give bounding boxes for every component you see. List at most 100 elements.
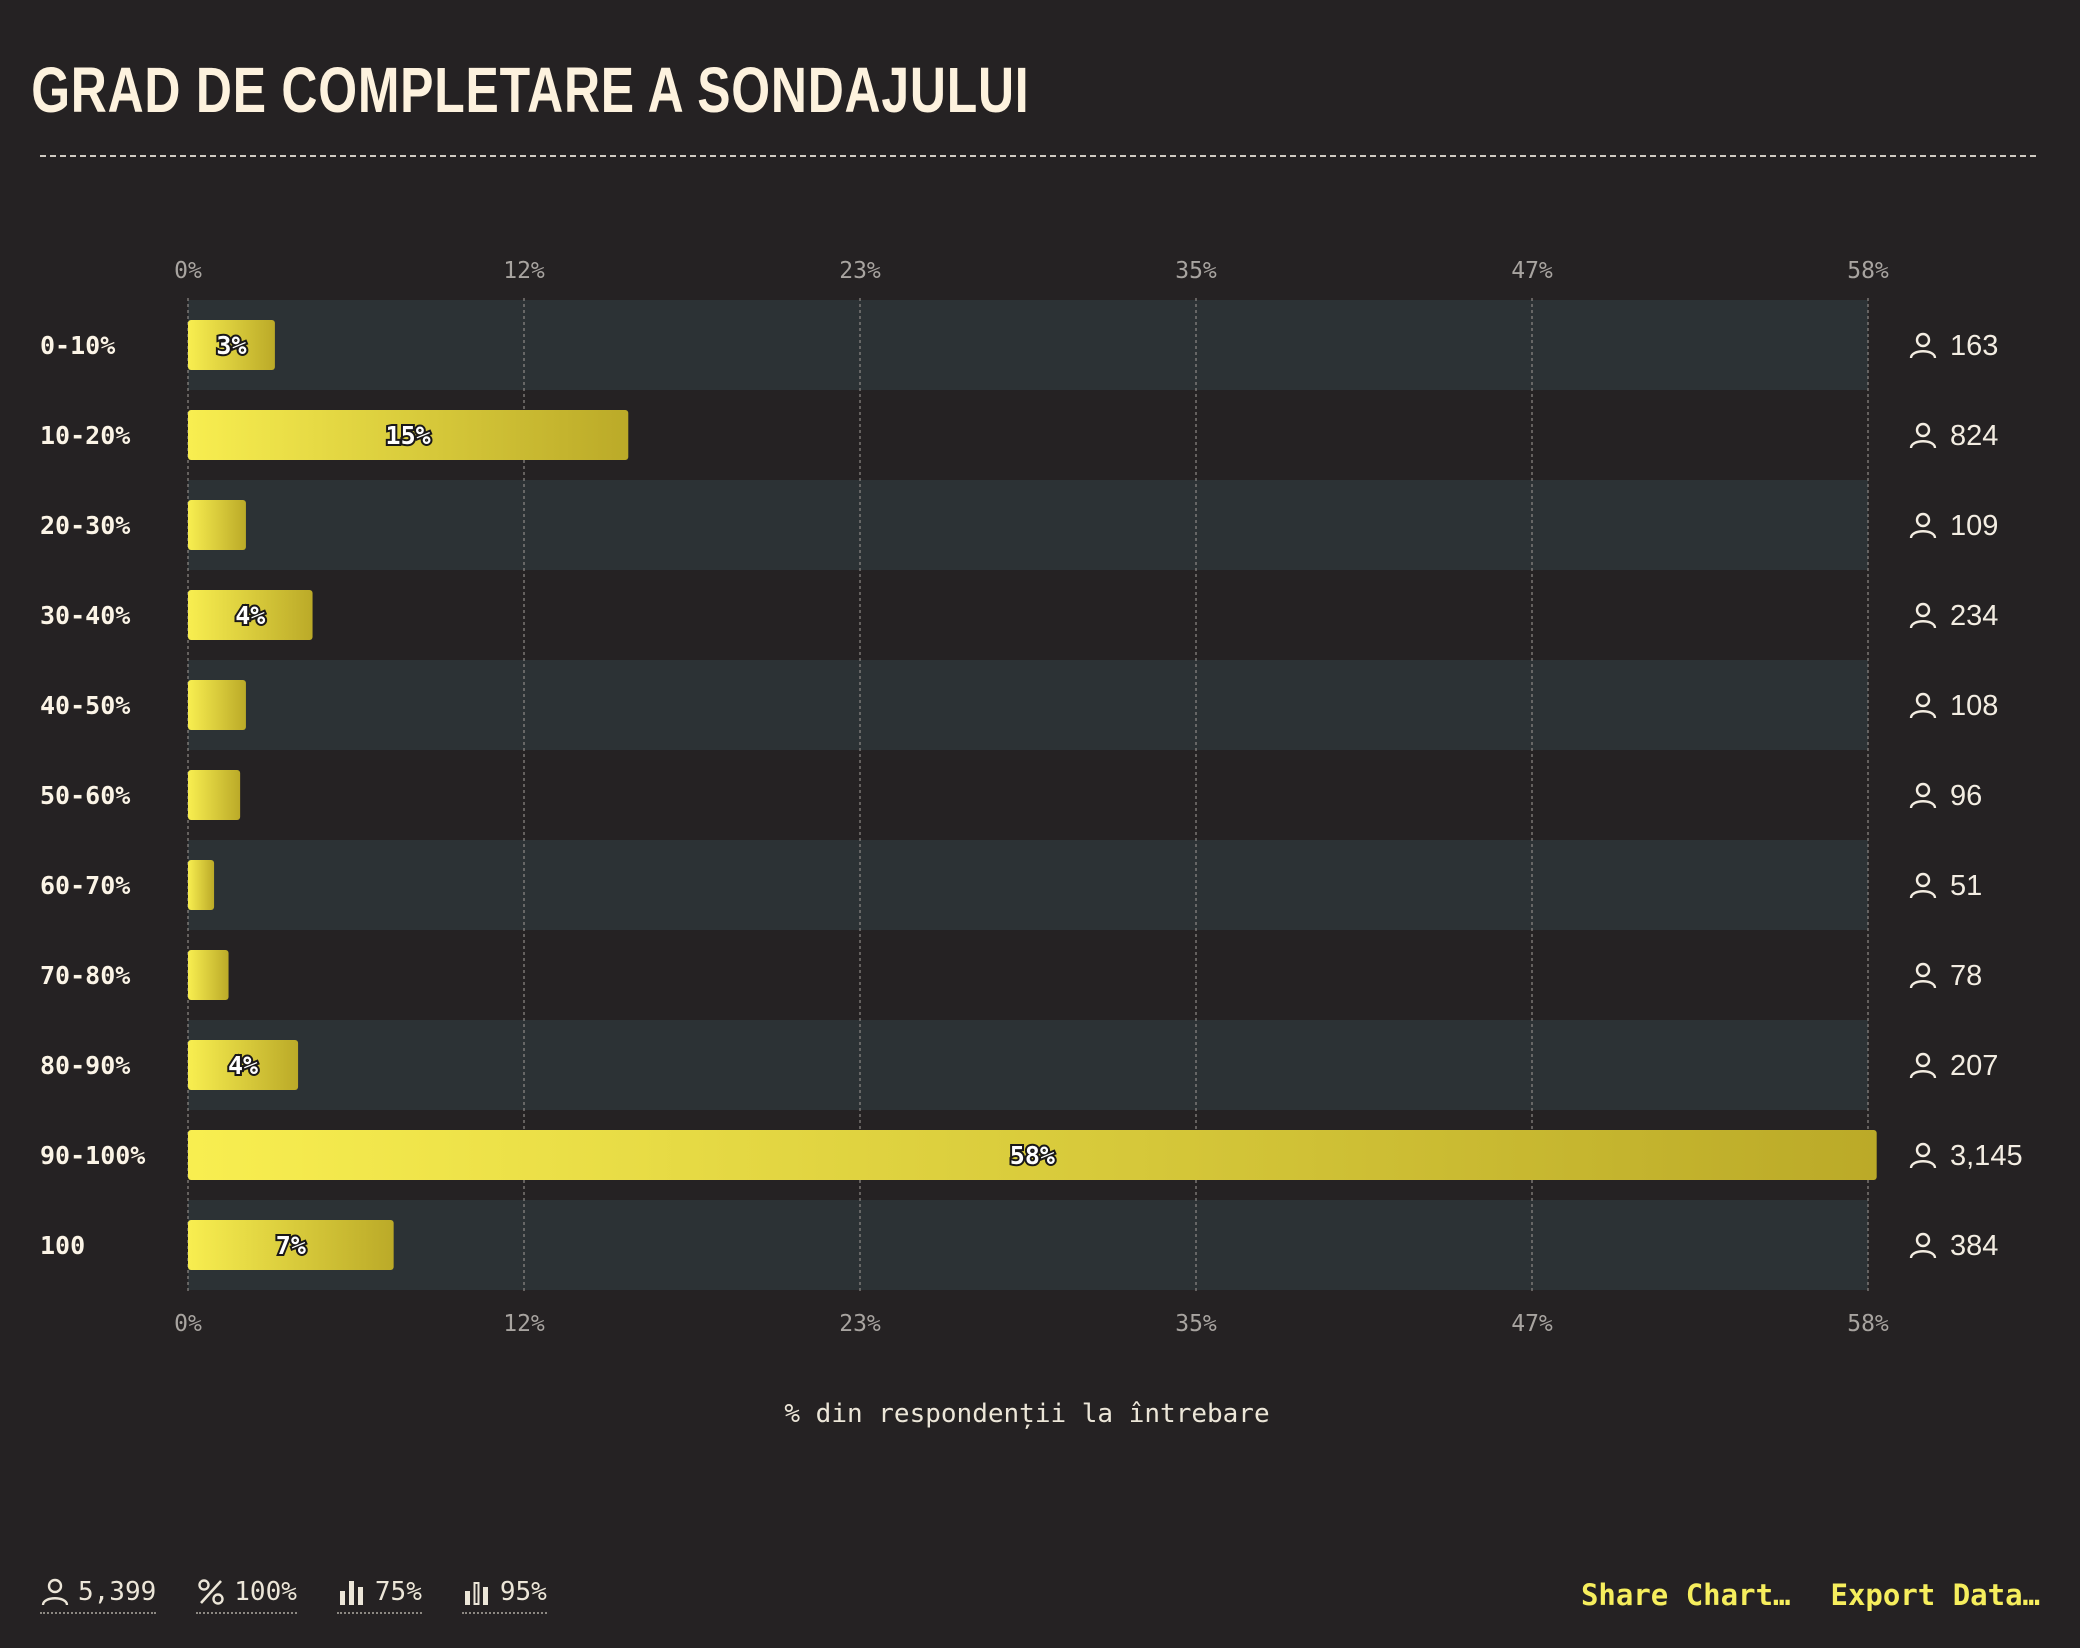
stat-margin[interactable]: 95% xyxy=(461,1577,547,1614)
respondent-count: 384 xyxy=(1950,1230,1998,1262)
share-chart-button[interactable]: Share Chart… xyxy=(1580,1578,1791,1612)
stat-completion[interactable]: 100% xyxy=(196,1577,297,1614)
bar xyxy=(188,950,229,1000)
bar xyxy=(188,320,275,370)
person-icon-head xyxy=(1915,332,1931,348)
category-label: 70-80% xyxy=(40,961,130,990)
data-label: 3% xyxy=(216,331,246,360)
row-band xyxy=(188,660,1868,750)
category-label: 90-100% xyxy=(40,1141,145,1170)
person-icon-body xyxy=(1909,620,1937,629)
data-label: 15% xyxy=(386,421,431,450)
person-icon-head xyxy=(1915,1232,1931,1248)
export-data-button[interactable]: Export Data… xyxy=(1830,1578,2040,1612)
row-band xyxy=(188,1200,1868,1290)
person-icon-body xyxy=(1909,440,1937,449)
person-icon-head xyxy=(1915,1052,1931,1068)
row-band xyxy=(188,1020,1868,1110)
person-icon-body xyxy=(1909,800,1937,809)
category-label: 60-70% xyxy=(40,871,130,900)
person-icon xyxy=(1909,1142,1937,1169)
category-label: 40-50% xyxy=(40,691,130,720)
bar xyxy=(188,680,246,730)
person-icon xyxy=(1909,782,1937,809)
x-tick-label-bottom: 0% xyxy=(174,1311,202,1337)
x-tick-label-bottom: 12% xyxy=(503,1311,545,1337)
x-axis-label: % din respondenții la întrebare xyxy=(784,1399,1269,1429)
stat-respondents-value: 5,399 xyxy=(78,1576,157,1607)
person-icon-body xyxy=(1909,1250,1937,1259)
category-label: 20-30% xyxy=(40,511,130,540)
person-icon xyxy=(1909,512,1937,539)
person-icon-head xyxy=(1915,872,1931,888)
stat-respondents[interactable]: 5,399 xyxy=(40,1576,157,1614)
person-icon xyxy=(1909,962,1937,989)
person-icon-body xyxy=(1909,350,1937,359)
bar xyxy=(188,590,313,640)
respondent-count: 96 xyxy=(1950,780,1982,812)
data-label: 4% xyxy=(235,601,265,630)
percent-icon xyxy=(198,1578,224,1605)
x-tick-label-bottom: 58% xyxy=(1847,1311,1889,1337)
person-icon-head xyxy=(1915,692,1931,708)
data-label: 58% xyxy=(1010,1141,1055,1170)
row-band xyxy=(188,480,1868,570)
stat-completion-value: 100% xyxy=(234,1576,297,1607)
category-label: 100 xyxy=(40,1231,85,1260)
category-label: 80-90% xyxy=(40,1051,130,1080)
bar xyxy=(188,770,241,820)
bar-chart-outline-icon xyxy=(464,1581,488,1605)
person-icon xyxy=(1909,602,1937,629)
person-icon-head xyxy=(1915,602,1931,618)
x-tick-label-bottom: 47% xyxy=(1511,1311,1553,1337)
x-tick-label-top: 47% xyxy=(1511,258,1553,284)
respondent-count: 109 xyxy=(1950,510,1998,542)
footer: 5,399 100% 75% 95% xyxy=(40,1565,2040,1625)
person-icon-head xyxy=(1915,422,1931,438)
footer-stats: 5,399 100% 75% 95% xyxy=(40,1577,547,1614)
bar-chart-icon xyxy=(339,1580,363,1605)
bar xyxy=(188,860,215,910)
stat-confidence[interactable]: 75% xyxy=(336,1576,422,1614)
chart: GRAD DE COMPLETARE A SONDAJULUI 0% 0% 12% 1… xyxy=(31,55,2040,1429)
x-tick-label-top: 0% xyxy=(174,258,202,284)
person-icon xyxy=(1909,1052,1937,1079)
person-icon-body xyxy=(1909,1160,1937,1169)
stat-confidence-value: 75% xyxy=(374,1576,422,1607)
data-label: 7% xyxy=(276,1231,306,1260)
respondent-count: 51 xyxy=(1950,870,1982,902)
bar xyxy=(188,410,629,460)
data-label: 4% xyxy=(228,1051,258,1080)
x-tick-label-top: 12% xyxy=(503,258,545,284)
person-icon-head xyxy=(1915,1142,1931,1158)
category-label: 0-10% xyxy=(40,331,115,360)
bar xyxy=(188,1130,1877,1180)
category-label: 50-60% xyxy=(40,781,130,810)
bar xyxy=(188,500,246,550)
category-label: 30-40% xyxy=(40,601,130,630)
x-tick-label-top: 58% xyxy=(1847,258,1889,284)
person-icon-head xyxy=(1915,962,1931,978)
person-icon-body xyxy=(1909,890,1937,899)
person-icon-head xyxy=(1915,782,1931,798)
page-title: GRAD DE COMPLETARE A SONDAJULUI xyxy=(31,55,1029,126)
respondent-count: 234 xyxy=(1950,600,1998,632)
person-icon-body xyxy=(1909,1070,1937,1079)
person-icon-body xyxy=(1909,980,1937,989)
person-icon-body xyxy=(1909,710,1937,719)
person-icon xyxy=(1909,1232,1937,1259)
x-tick-label-bottom: 35% xyxy=(1175,1311,1217,1337)
x-tick-label-top: 23% xyxy=(839,258,881,284)
person-icon-head xyxy=(1915,512,1931,528)
row-band xyxy=(188,300,1868,390)
person-icon xyxy=(1909,332,1937,359)
row-band xyxy=(188,840,1868,930)
respondent-count: 3,145 xyxy=(1950,1140,2023,1172)
x-tick-label-bottom: 23% xyxy=(839,1311,881,1337)
x-tick-label-top: 35% xyxy=(1175,258,1217,284)
footer-actions: Share Chart… Export Data… xyxy=(1581,1578,2040,1612)
person-icon xyxy=(1909,692,1937,719)
person-icon-body xyxy=(1909,530,1937,539)
person-icon xyxy=(1909,872,1937,899)
respondent-count: 824 xyxy=(1950,420,1998,452)
